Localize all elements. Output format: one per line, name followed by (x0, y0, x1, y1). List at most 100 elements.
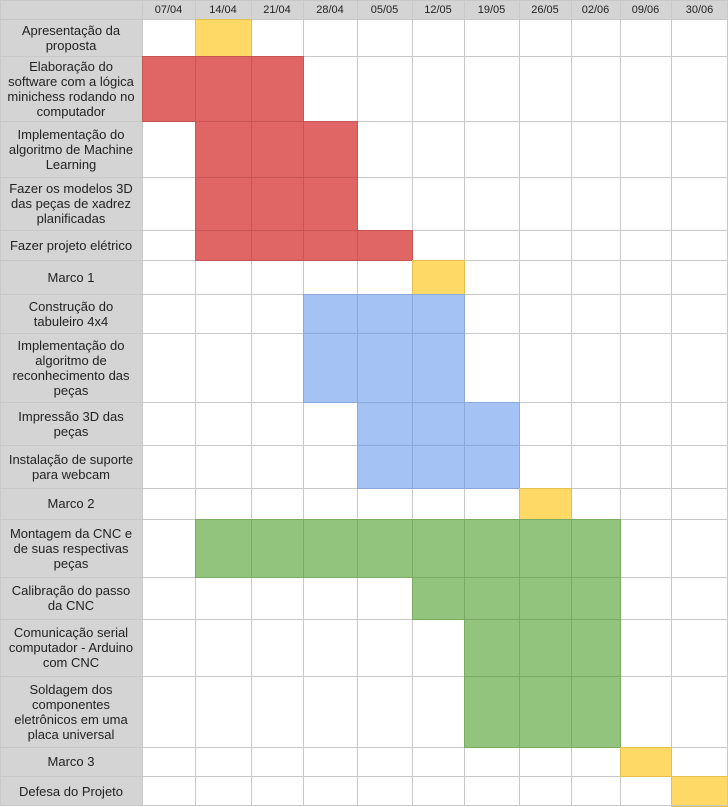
bar-cell-line (357, 445, 358, 488)
bar-cell-line (357, 333, 358, 402)
task-label: Elaboração do software com a lógica mini… (0, 56, 142, 121)
header-row: 07/04 14/04 21/04 28/04 05/05 12/05 19/05 26/05… (0, 0, 728, 19)
bar-cell-line (195, 519, 620, 520)
task-label: Montagem da CNC e de suas respectivas pe… (0, 519, 142, 577)
bar-cell-line (519, 619, 520, 676)
bar-cell-line (303, 333, 464, 334)
bar-cell-line (412, 445, 413, 488)
bar-cell-line (195, 121, 357, 122)
bar-cell-line (620, 619, 621, 676)
bar-cell-line (464, 445, 465, 488)
bar-cell-line (412, 260, 464, 261)
bar-cell-line (464, 619, 465, 676)
bar-cell-line (519, 676, 520, 747)
bar-cell-line (464, 260, 465, 294)
bar-cell-line (412, 402, 413, 445)
task-bar-yellow (195, 19, 251, 56)
bar-cell-line (251, 519, 252, 577)
bar-cell-line (412, 519, 413, 577)
bar-cell-line (357, 488, 519, 489)
task-label: Fazer projeto elétrico (0, 230, 142, 260)
bar-cell-line (195, 519, 196, 577)
task-bar-red (142, 56, 303, 121)
bar-cell-line (519, 519, 520, 577)
bar-cell-line (671, 776, 672, 806)
task-label: Impressão 3D das peças (0, 402, 142, 445)
grid-vline (620, 0, 621, 806)
bar-cell-line (303, 294, 304, 333)
task-bar-blue (303, 333, 464, 402)
week-header: 12/05 (424, 4, 452, 16)
bar-cell-line (195, 577, 620, 578)
task-label: Fazer os modelos 3D das peças de xadrez … (0, 177, 142, 230)
bar-cell-line (195, 260, 412, 261)
bar-cell-line (195, 56, 196, 121)
task-label: Soldagem dos componentes eletrônicos em … (0, 676, 142, 747)
task-label: Marco 2 (0, 488, 142, 519)
bar-cell-line (303, 121, 304, 177)
bar-cell-line (357, 445, 519, 446)
week-header: 07/04 (154, 4, 183, 16)
bar-cell-line (142, 56, 143, 121)
task-label: Marco 1 (0, 260, 142, 294)
week-header: 09/06 (631, 4, 660, 16)
task-label: Implementação do algoritmo de Machine Le… (0, 121, 142, 177)
bar-cell-line (464, 294, 465, 333)
bar-cell-line (571, 619, 572, 676)
bar-cell-line (571, 676, 572, 747)
bar-cell-line (303, 294, 464, 295)
task-bar-yellow (412, 260, 464, 294)
grid-vline (303, 0, 304, 806)
bar-cell-line (357, 294, 358, 333)
bar-cell-line (519, 488, 571, 489)
grid-vline (142, 0, 143, 806)
grid-vline (671, 0, 672, 806)
week-header: 19/05 (477, 4, 506, 16)
task-bar-yellow (519, 488, 571, 519)
bar-cell-line (195, 121, 196, 177)
task-bar-blue (357, 402, 519, 445)
task-label: Construção do tabuleiro 4x4 (0, 294, 142, 333)
task-label: Marco 3 (0, 747, 142, 776)
bar-cell-line (195, 230, 196, 260)
task-bar-red (195, 177, 357, 230)
task-label: Defesa do Projeto (0, 776, 142, 806)
task-bar-blue (303, 294, 464, 333)
week-header: 02/06 (581, 4, 610, 16)
bar-cell-line (464, 676, 465, 747)
bar-cell-line (251, 177, 252, 230)
bar-cell-line (251, 56, 252, 121)
grid-vline (571, 0, 572, 806)
bar-cell-line (620, 747, 671, 748)
task-bar-green (195, 519, 620, 577)
bar-cell-line (620, 676, 621, 747)
week-header: 26/05 (531, 4, 559, 16)
grid-hline (0, 56, 728, 57)
bar-cell-line (412, 577, 413, 619)
bar-cell-line (620, 776, 671, 777)
bar-cell-line (251, 121, 252, 177)
bar-cell-line (303, 56, 304, 121)
task-bar-red (195, 121, 357, 177)
bar-cell-line (357, 121, 358, 177)
bar-cell-line (195, 177, 196, 230)
bar-cell-line (464, 676, 620, 677)
bar-cell-line (464, 747, 620, 748)
task-label: Apresentação da proposta (0, 19, 142, 56)
grid-vline (251, 0, 252, 806)
bar-cell-line (620, 577, 621, 619)
week-header: 21/04 (263, 4, 291, 16)
grid-hline (0, 19, 728, 20)
task-bar-green (464, 676, 620, 747)
task-label: Comunicação serial computador - Arduino … (0, 619, 142, 676)
bar-cell-line (519, 577, 520, 619)
bar-cell-line (464, 619, 620, 620)
week-header: 28/04 (316, 4, 344, 16)
bar-cell-line (195, 19, 251, 20)
bar-cell-line (303, 333, 304, 402)
grid-hline (0, 676, 728, 677)
grid-hline (0, 0, 728, 1)
bar-cell-line (412, 294, 413, 333)
bar-cell-line (412, 260, 413, 294)
